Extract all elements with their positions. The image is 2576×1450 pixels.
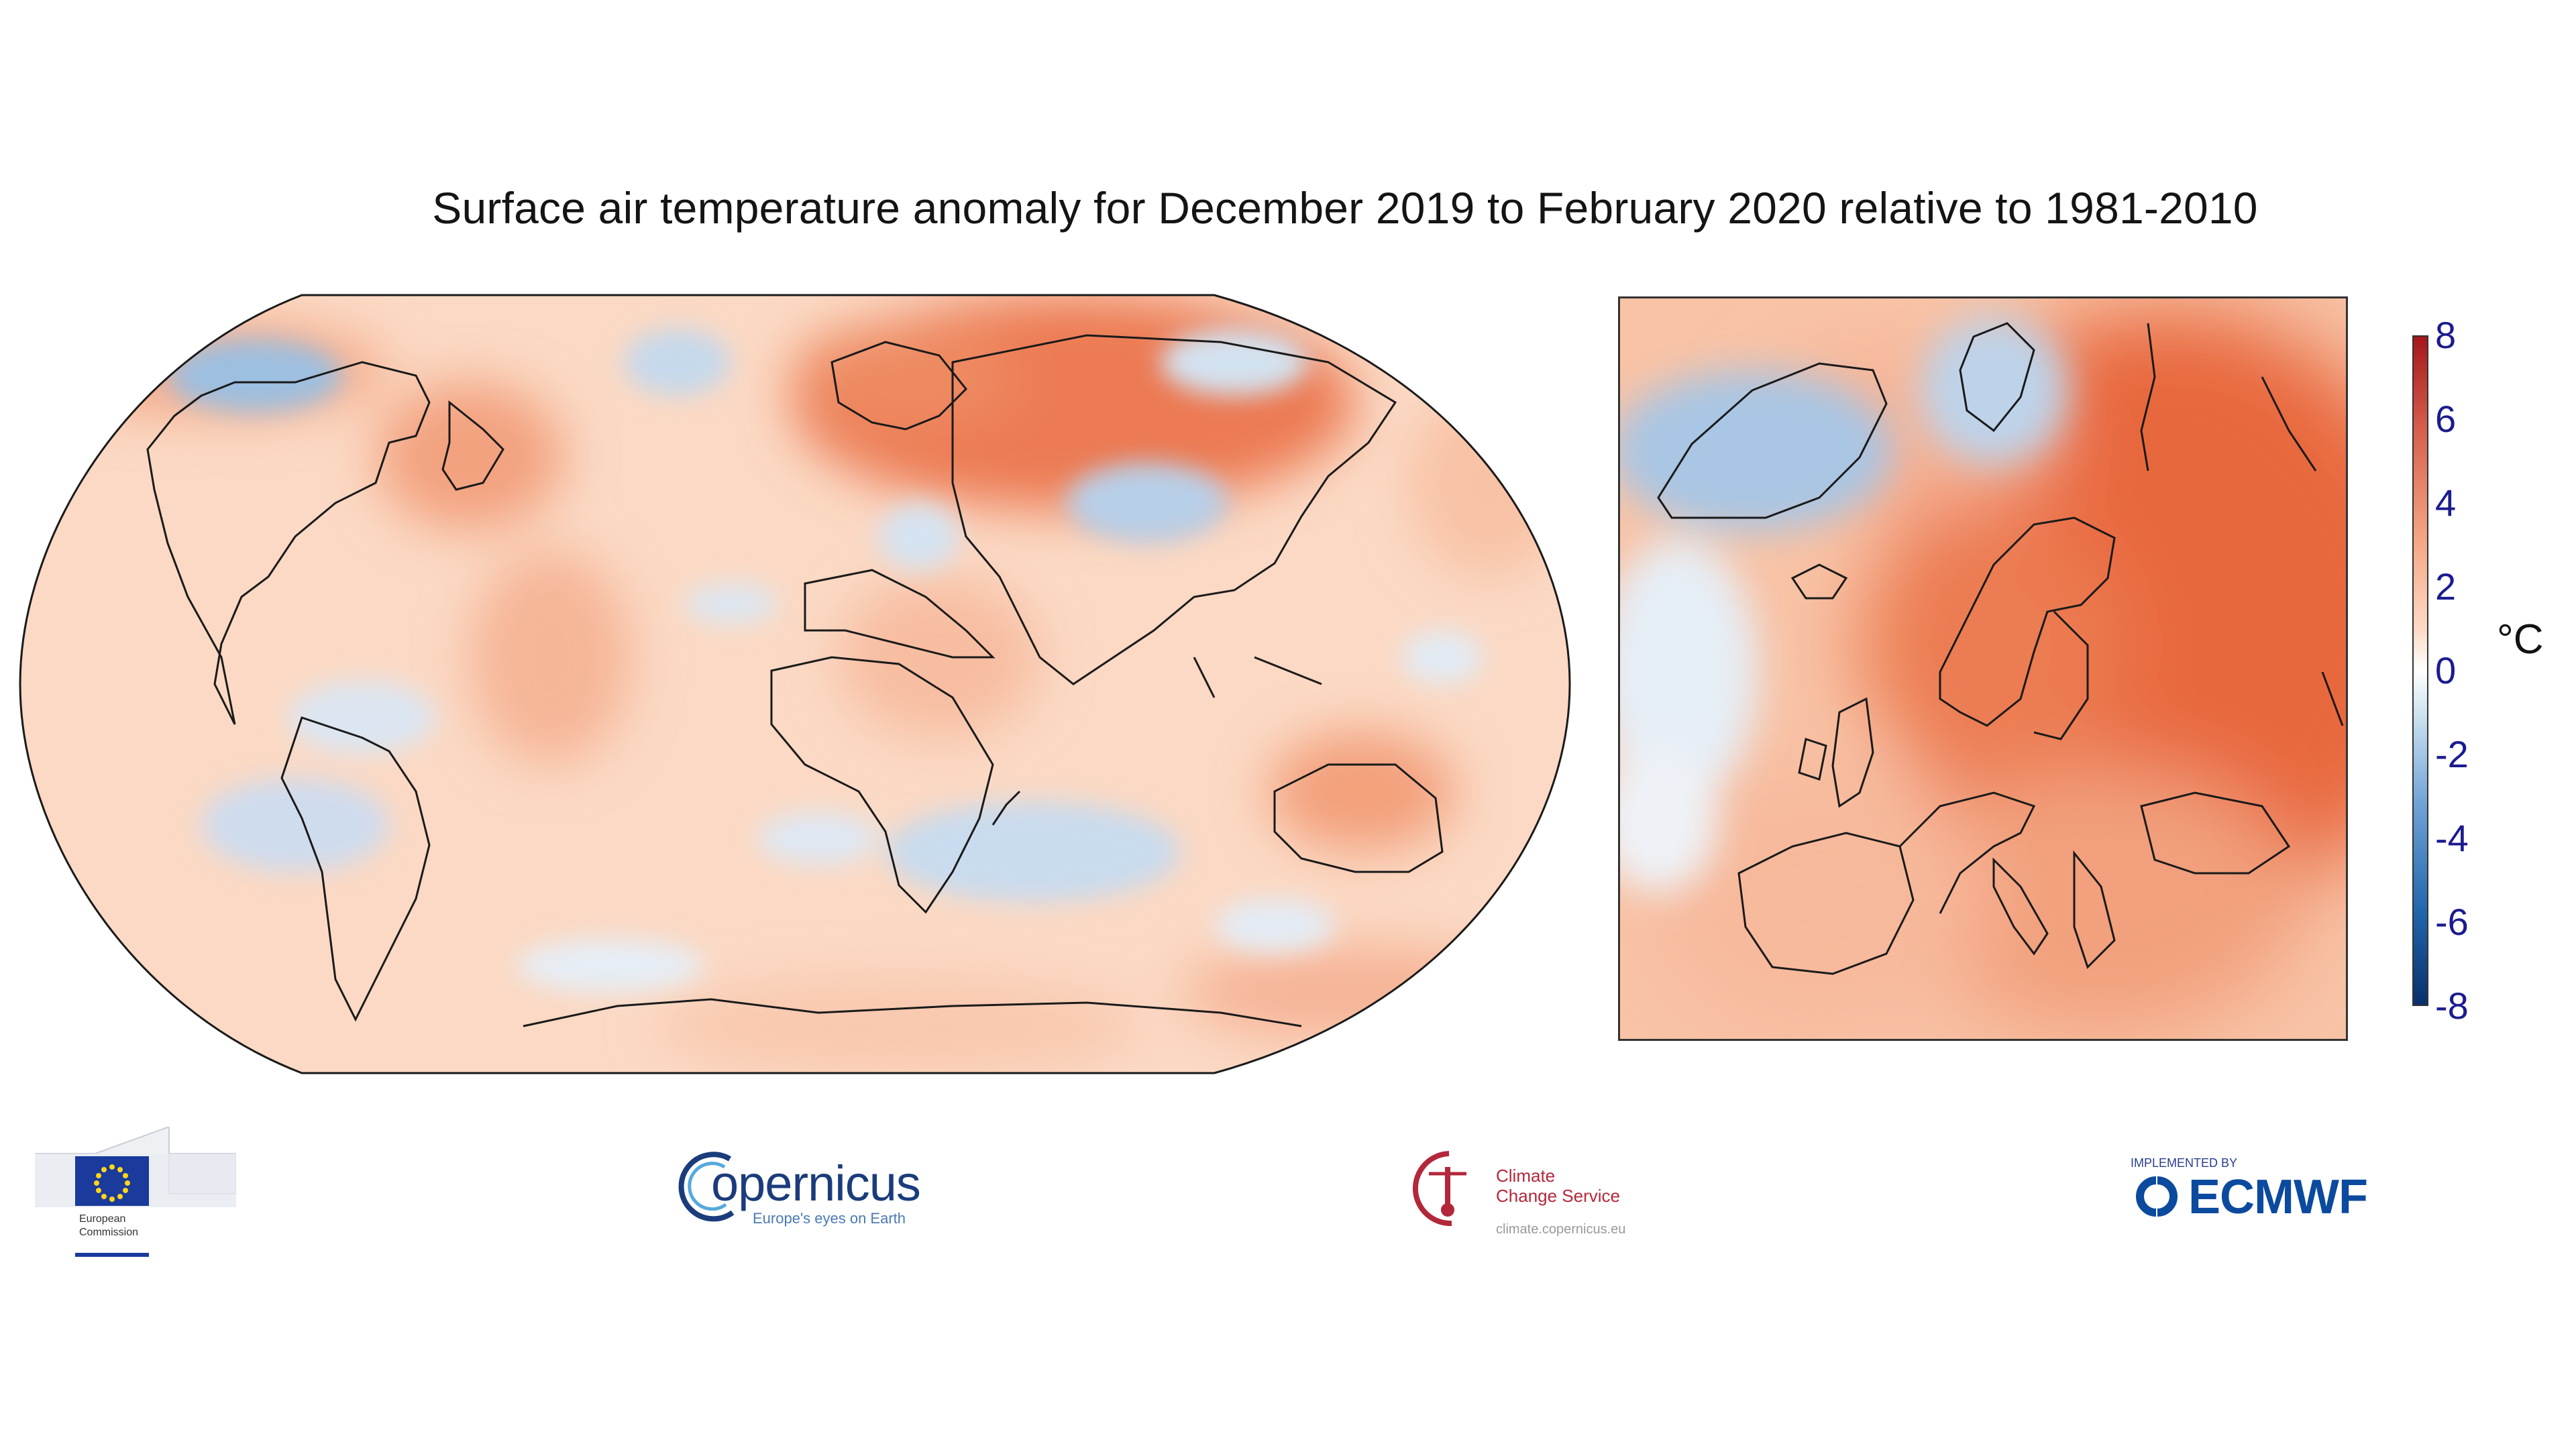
chart-title: Surface air temperature anomaly for Dece… bbox=[432, 183, 2258, 233]
c3s-url: climate.copernicus.eu bbox=[1496, 1222, 1626, 1237]
world-anomaly-map bbox=[19, 294, 1571, 1074]
european-commission-logo bbox=[35, 1127, 236, 1257]
colorbar-tick-label: 8 bbox=[2435, 314, 2457, 356]
ecmwf-prefix: IMPLEMENTED BY bbox=[2131, 1156, 2238, 1170]
european-commission-text: European Commission bbox=[79, 1213, 138, 1239]
colorbar-tick-label: 0 bbox=[2435, 649, 2457, 691]
ec-line-1: European bbox=[79, 1213, 126, 1225]
colorbar-tick-label: 2 bbox=[2435, 565, 2457, 608]
climate-change-service-logo bbox=[1413, 1151, 1466, 1227]
colorbar-tick-label: -8 bbox=[2435, 985, 2469, 1027]
colorbar-tick-label: 6 bbox=[2435, 398, 2457, 440]
colorbar-tick-label: -6 bbox=[2435, 901, 2469, 943]
colorbar-tick-label: 4 bbox=[2435, 482, 2457, 524]
copernicus-logo bbox=[678, 1152, 735, 1222]
colorbar-unit: °C bbox=[2497, 616, 2544, 663]
ecmwf-emblem-icon bbox=[2136, 1176, 2178, 1217]
copernicus-wordmark: opernicus bbox=[711, 1156, 921, 1211]
c3s-line-1: Climate bbox=[1496, 1166, 1556, 1186]
colorbar bbox=[2412, 335, 2428, 1006]
ecmwf-wordmark: ECMWF bbox=[2188, 1170, 2368, 1224]
colorbar-tick-label: -2 bbox=[2435, 733, 2469, 775]
europe-anomaly-map bbox=[1618, 296, 2348, 1041]
ec-line-2: Commission bbox=[79, 1227, 139, 1238]
c3s-line-2: Change Service bbox=[1496, 1186, 1620, 1206]
copernicus-tagline: Europe's eyes on Earth bbox=[753, 1210, 906, 1227]
climate-change-service-text: Climate Change Service bbox=[1496, 1166, 1620, 1206]
colorbar-tick-label: -4 bbox=[2435, 817, 2469, 859]
